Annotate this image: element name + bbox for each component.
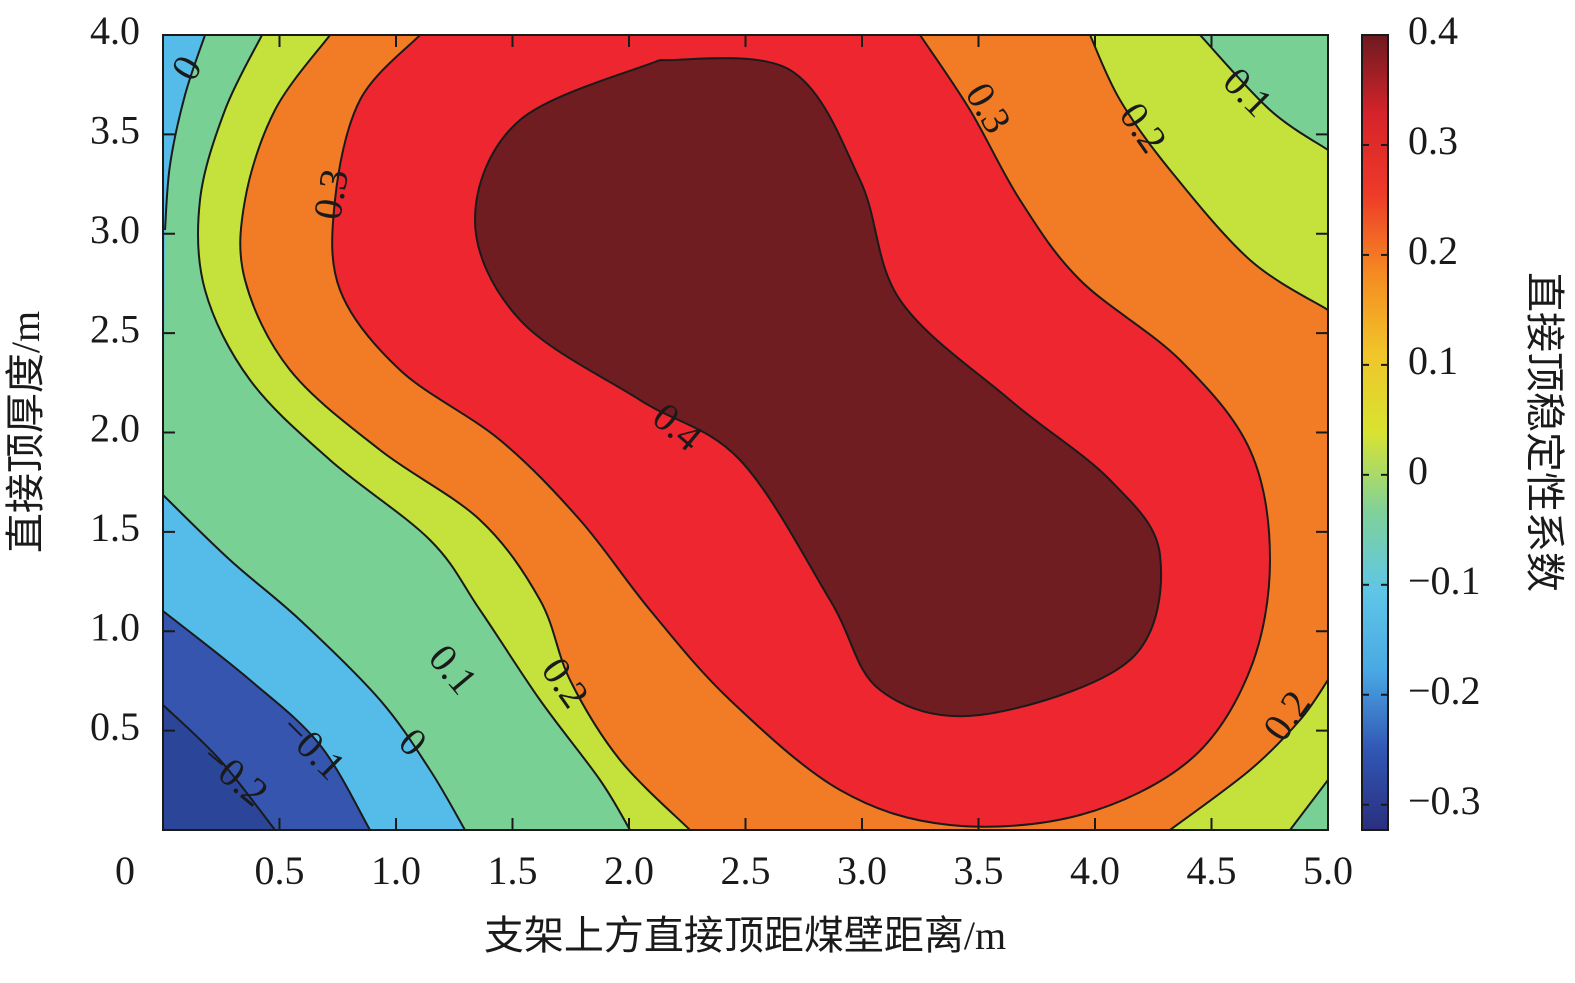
colorbar-tick-label: 0 [1408,448,1428,493]
colorbar-tick-label: 0.2 [1408,228,1458,273]
x-tick-label: 0.5 [255,848,305,893]
colorbar-tick-label: 0.3 [1408,118,1458,163]
x-tick-label: 2.5 [721,848,771,893]
y-tick-label: 2.5 [90,306,140,351]
contour-line [1169,679,1328,830]
plot-area: 00.30.40.3 0.20.10.1 0.20−0.1−0.20.2 [163,35,1328,830]
colorbar-tick-label: −0.1 [1408,558,1481,603]
colorbar [1361,34,1389,831]
colorbar-tick-label: −0.3 [1408,778,1481,823]
x-tick-label: 1.0 [371,848,421,893]
x-tick-label: 1.5 [488,848,538,893]
x-axis-label: 支架上方直接顶距煤壁距离/m [484,913,1006,958]
x-tick-label: 0 [115,848,135,893]
x-tick-label: 3.0 [837,848,887,893]
contour-line [239,35,691,830]
y-tick-label: 1.5 [90,505,140,550]
contour-label: 0.3 [304,166,357,223]
y-tick-label: 3.0 [90,207,140,252]
contour-line [473,57,1163,718]
x-tick-label: 4.0 [1070,848,1120,893]
colorbar-tick-label: 0.4 [1408,8,1458,53]
y-tick-label: 2.0 [90,406,140,451]
colorbar-tick-label: 0.1 [1408,338,1458,383]
contour-line [163,494,466,830]
y-tick-label: 0.5 [90,704,140,749]
contour-line [196,35,631,830]
colorbar-tick-label: −0.2 [1408,668,1481,713]
x-tick-label: 4.5 [1187,848,1237,893]
x-tick-label: 5.0 [1303,848,1353,893]
x-tick-label: 2.0 [604,848,654,893]
colorbar-label: 直接顶稳定性系数 [1522,272,1567,592]
contour-line [164,35,206,231]
contour-line [1199,35,1328,151]
y-tick-label: 4.0 [90,8,140,53]
x-tick-label: 3.5 [954,848,1004,893]
y-axis-label: 直接顶厚度/m [3,311,48,553]
contour-line [1089,35,1328,311]
contour-region [475,58,1162,717]
y-tick-label: 3.5 [90,108,140,153]
contour-line [331,35,1272,828]
y-tick-label: 1.0 [90,604,140,649]
contour-line [163,704,276,830]
contour-line [1289,779,1328,830]
contour-line [163,610,371,830]
